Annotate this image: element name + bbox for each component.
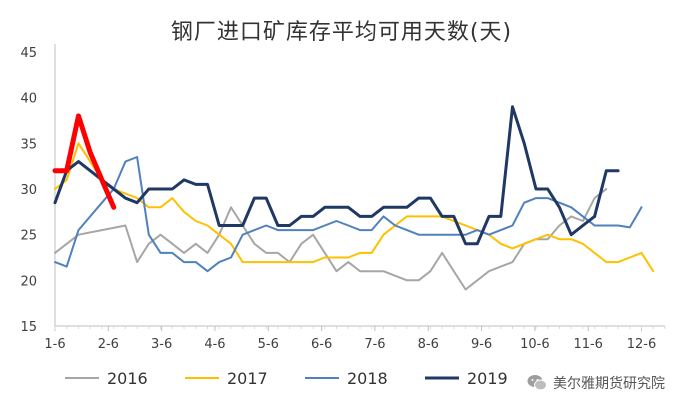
y-tick-label: 30 [20, 183, 37, 198]
y-tick-label: 40 [20, 92, 37, 107]
y-tick-label: 25 [20, 229, 37, 244]
wechat-icon [527, 375, 547, 391]
legend-label-2019: 2019 [467, 369, 508, 388]
series-line-2016 [54, 188, 608, 291]
y-tick-label: 45 [20, 46, 37, 61]
y-tick-label: 15 [20, 320, 37, 335]
x-tick-label: 2-6 [98, 337, 119, 352]
series-group [52, 105, 655, 291]
series-line-2019-highlight [52, 113, 117, 210]
x-tick-label: 6-6 [311, 337, 332, 352]
y-tick-label: 35 [20, 137, 37, 152]
x-tick-label: 3-6 [151, 337, 172, 352]
series-line-2019 [53, 105, 597, 246]
legend-label-2018: 2018 [347, 369, 388, 388]
axes: 15 20 25 30 35 40 45 1-6 2-6 3-6 4-6 5-6 6-6 7-6 8-6 9-… [20, 44, 666, 352]
x-tick-label: 4-6 [204, 337, 225, 352]
series-line-2018 [54, 156, 643, 273]
x-tick-label: 1-6 [44, 337, 65, 352]
x-tick-label: 12-6 [627, 337, 657, 352]
watermark-text: 美尔雅期货研究院 [553, 376, 665, 392]
x-tick-label: 8-6 [418, 337, 439, 352]
x-tick-label: 10-6 [520, 337, 550, 352]
legend-label-2016: 2016 [107, 369, 148, 388]
legend: 2016 2017 2018 2019 [65, 369, 508, 388]
x-tick-label: 5-6 [258, 337, 279, 352]
x-tick-label: 9-6 [471, 337, 492, 352]
legend-label-2017: 2017 [227, 369, 268, 388]
x-tick-label: 11-6 [573, 337, 603, 352]
series-line-2019-tail [593, 169, 620, 218]
watermark: 美尔雅期货研究院 [527, 373, 665, 393]
series-line-2017 [54, 142, 655, 273]
chart-title: 钢厂进口矿库存平均可用天数(天) [170, 20, 513, 45]
x-tick-label: 7-6 [364, 337, 385, 352]
y-tick-label: 20 [20, 274, 37, 289]
